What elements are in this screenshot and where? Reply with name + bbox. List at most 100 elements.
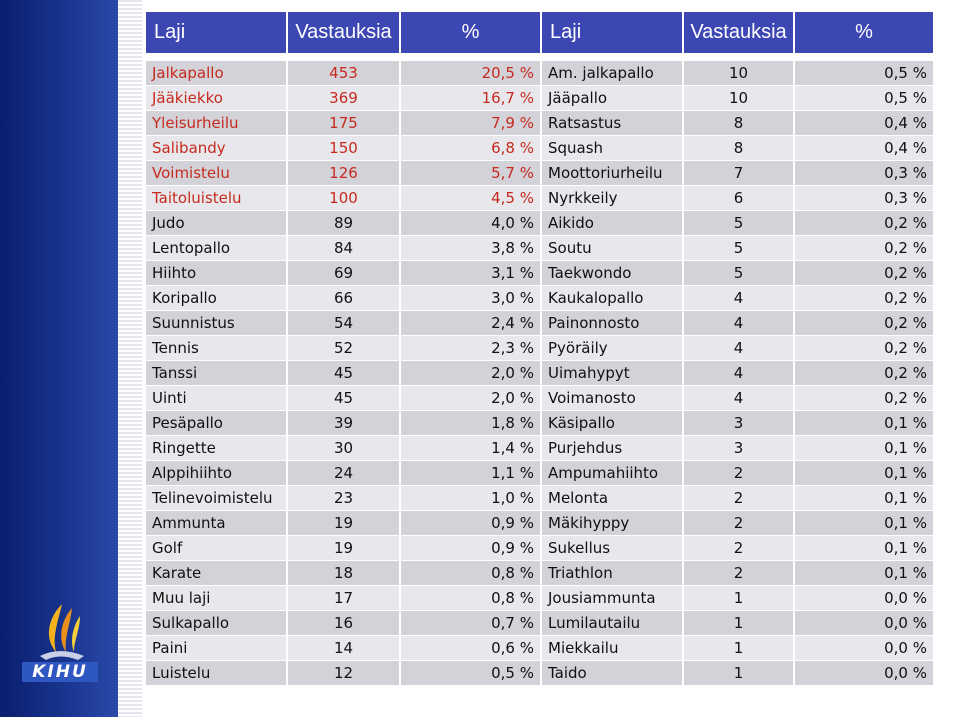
table-row: Uinti 45 2,0 % Voimanosto 4 0,2 % (146, 385, 933, 411)
response-percent-left: 3,0 % (400, 285, 542, 311)
response-percent-right: 0,1 % (794, 410, 933, 436)
table-row: Luistelu 12 0,5 % Taido 1 0,0 % (146, 660, 933, 686)
header-row: Laji Vastauksia % Laji Vastauksia % (146, 12, 933, 61)
sport-name-right: Käsipallo (541, 410, 684, 436)
response-count-right: 5 (683, 260, 795, 286)
response-count-left: 24 (287, 460, 401, 486)
response-percent-left: 0,9 % (400, 535, 542, 561)
table-row: Koripallo 66 3,0 % Kaukalopallo 4 0,2 % (146, 285, 933, 311)
table-row: Alppihiihto 24 1,1 % Ampumahiihto 2 0,1 % (146, 460, 933, 486)
response-percent-right: 0,1 % (794, 510, 933, 536)
response-count-left: 14 (287, 635, 401, 661)
response-count-right: 1 (683, 585, 795, 611)
table-row: Karate 18 0,8 % Triathlon 2 0,1 % (146, 560, 933, 586)
response-count-right: 2 (683, 560, 795, 586)
response-count-right: 1 (683, 610, 795, 636)
response-count-left: 175 (287, 110, 401, 136)
response-count-left: 17 (287, 585, 401, 611)
sport-name-left: Lentopallo (146, 235, 288, 261)
response-count-left: 126 (287, 160, 401, 186)
response-percent-left: 1,8 % (400, 410, 542, 436)
sport-name-right: Sukellus (541, 535, 684, 561)
response-count-left: 39 (287, 410, 401, 436)
response-percent-right: 0,1 % (794, 560, 933, 586)
sport-name-right: Jääpallo (541, 85, 684, 111)
response-percent-left: 0,8 % (400, 560, 542, 586)
response-count-left: 369 (287, 85, 401, 111)
response-count-left: 18 (287, 560, 401, 586)
response-percent-left: 16,7 % (400, 85, 542, 111)
response-percent-left: 5,7 % (400, 160, 542, 186)
response-percent-right: 0,3 % (794, 185, 933, 211)
table-row: Voimistelu 126 5,7 % Moottoriurheilu 7 0,3 % (146, 160, 933, 186)
table-row: Taitoluistelu 100 4,5 % Nyrkkeily 6 0,3 % (146, 185, 933, 211)
sport-name-right: Kaukalopallo (541, 285, 684, 311)
response-count-right: 5 (683, 235, 795, 261)
response-percent-right: 0,2 % (794, 360, 933, 386)
sport-name-left: Karate (146, 560, 288, 586)
response-count-left: 453 (287, 57, 401, 86)
response-count-left: 12 (287, 660, 401, 686)
response-percent-left: 3,8 % (400, 235, 542, 261)
table-row: Hiihto 69 3,1 % Taekwondo 5 0,2 % (146, 260, 933, 286)
response-count-left: 23 (287, 485, 401, 511)
sport-name-right: Triathlon (541, 560, 684, 586)
sport-name-right: Miekkailu (541, 635, 684, 661)
response-percent-right: 0,2 % (794, 335, 933, 361)
sport-name-right: Uimahypyt (541, 360, 684, 386)
response-percent-left: 2,0 % (400, 385, 542, 411)
sport-name-left: Koripallo (146, 285, 288, 311)
response-count-right: 6 (683, 185, 795, 211)
sport-name-right: Voimanosto (541, 385, 684, 411)
sport-name-right: Taekwondo (541, 260, 684, 286)
sport-name-right: Painonnosto (541, 310, 684, 336)
sport-name-left: Alppihiihto (146, 460, 288, 486)
response-count-right: 2 (683, 460, 795, 486)
table-row: Telinevoimistelu 23 1,0 % Melonta 2 0,1 % (146, 485, 933, 511)
response-percent-left: 6,8 % (400, 135, 542, 161)
table-row: Pesäpallo 39 1,8 % Käsipallo 3 0,1 % (146, 410, 933, 436)
sport-name-left: Jalkapallo (146, 57, 288, 86)
sport-name-right: Am. jalkapallo (541, 57, 684, 86)
sport-name-left: Luistelu (146, 660, 288, 686)
response-count-right: 4 (683, 310, 795, 336)
sport-name-left: Judo (146, 210, 288, 236)
response-count-left: 100 (287, 185, 401, 211)
response-count-left: 30 (287, 435, 401, 461)
sport-name-left: Hiihto (146, 260, 288, 286)
response-count-left: 54 (287, 310, 401, 336)
response-percent-right: 0,3 % (794, 160, 933, 186)
sport-name-left: Uinti (146, 385, 288, 411)
response-count-right: 4 (683, 335, 795, 361)
table-row: Suunnistus 54 2,4 % Painonnosto 4 0,2 % (146, 310, 933, 336)
sport-name-right: Jousiammunta (541, 585, 684, 611)
stripe-decoration (118, 0, 142, 717)
response-percent-left: 0,7 % (400, 610, 542, 636)
sport-name-right: Melonta (541, 485, 684, 511)
response-percent-right: 0,5 % (794, 57, 933, 86)
sport-name-right: Nyrkkeily (541, 185, 684, 211)
response-count-left: 45 (287, 385, 401, 411)
response-percent-left: 4,5 % (400, 185, 542, 211)
response-count-right: 2 (683, 535, 795, 561)
response-percent-right: 0,2 % (794, 260, 933, 286)
sport-name-left: Tanssi (146, 360, 288, 386)
sport-name-right: Purjehdus (541, 435, 684, 461)
sport-name-right: Squash (541, 135, 684, 161)
table-row: Yleisurheilu 175 7,9 % Ratsastus 8 0,4 % (146, 110, 933, 136)
sport-name-right: Ampumahiihto (541, 460, 684, 486)
response-count-right: 7 (683, 160, 795, 186)
sport-name-left: Ammunta (146, 510, 288, 536)
sport-name-right: Taido (541, 660, 684, 686)
response-count-right: 10 (683, 57, 795, 86)
response-percent-right: 0,2 % (794, 235, 933, 261)
response-count-right: 1 (683, 635, 795, 661)
sport-name-left: Voimistelu (146, 160, 288, 186)
response-count-right: 1 (683, 660, 795, 686)
sport-name-left: Taitoluistelu (146, 185, 288, 211)
response-count-left: 66 (287, 285, 401, 311)
sport-name-left: Yleisurheilu (146, 110, 288, 136)
response-percent-right: 0,2 % (794, 385, 933, 411)
response-percent-right: 0,0 % (794, 635, 933, 661)
response-percent-left: 4,0 % (400, 210, 542, 236)
